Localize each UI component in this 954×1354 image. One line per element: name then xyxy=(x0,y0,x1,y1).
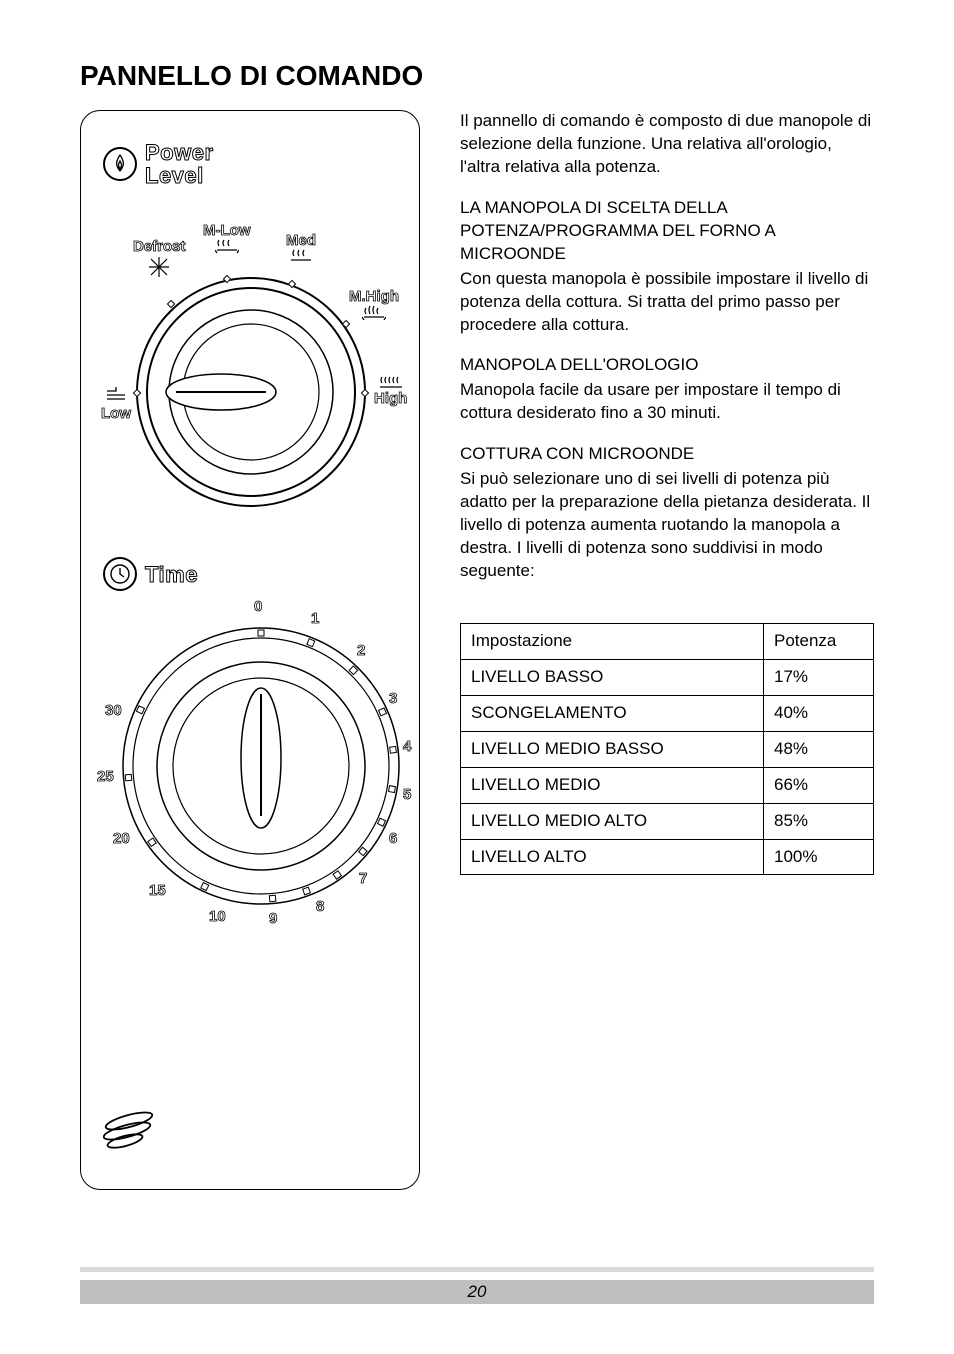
power-pos-high: High xyxy=(374,375,407,406)
power-pos-mlow: M-Low xyxy=(203,223,250,254)
page-title: PANNELLO DI COMANDO xyxy=(80,60,874,92)
page-number: 20 xyxy=(468,1282,487,1302)
clock-icon xyxy=(103,557,137,591)
flame-icon xyxy=(103,147,137,181)
page-number-bar: 20 xyxy=(80,1280,874,1304)
control-panel-illustration: Power Level xyxy=(80,110,420,1190)
time-label: Time xyxy=(145,563,198,586)
section1-title: LA MANOPOLA DI SCELTA DELLA POTENZA/PROG… xyxy=(460,197,874,266)
power-levels-table: Impostazione Potenza LIVELLO BASSO17% SC… xyxy=(460,623,874,876)
time-header: Time xyxy=(103,557,409,591)
section2-title: MANOPOLA DELL'OROLOGIO xyxy=(460,354,874,377)
table-row: LIVELLO MEDIO66% xyxy=(461,767,874,803)
power-pos-defrost: Defrost xyxy=(133,239,186,278)
power-knob xyxy=(136,277,366,507)
door-handle-icon xyxy=(99,1109,159,1149)
power-label-1: Power xyxy=(145,141,214,164)
section1-body: Con questa manopola è possibile impostar… xyxy=(460,268,874,337)
time-dial: 0 1 2 3 4 5 6 7 8 9 10 15 20 25 30 xyxy=(91,591,411,951)
table-row: LIVELLO MEDIO BASSO48% xyxy=(461,731,874,767)
power-label-2: Level xyxy=(145,164,214,187)
table-row: LIVELLO ALTO100% xyxy=(461,839,874,875)
power-pos-low: Low xyxy=(101,385,131,421)
section3-title: COTTURA CON MICROONDE xyxy=(460,443,874,466)
header-power: Potenza xyxy=(764,623,874,659)
intro-paragraph: Il pannello di comando è composto di due… xyxy=(460,110,874,179)
header-setting: Impostazione xyxy=(461,623,764,659)
power-dial: Low Defrost M-Low Med M.H xyxy=(91,197,411,537)
table-row: SCONGELAMENTO40% xyxy=(461,695,874,731)
table-row: LIVELLO MEDIO ALTO85% xyxy=(461,803,874,839)
footer-divider xyxy=(80,1267,874,1272)
table-row: LIVELLO BASSO17% xyxy=(461,659,874,695)
power-pos-mhigh: M.High xyxy=(349,289,399,320)
power-pos-med: Med xyxy=(286,233,316,264)
section3-body: Si può selezionare uno di sei livelli di… xyxy=(460,468,874,583)
section2-body: Manopola facile da usare per impostare i… xyxy=(460,379,874,425)
power-level-header: Power Level xyxy=(103,141,409,187)
description-column: Il pannello di comando è composto di due… xyxy=(460,110,874,1190)
table-header-row: Impostazione Potenza xyxy=(461,623,874,659)
